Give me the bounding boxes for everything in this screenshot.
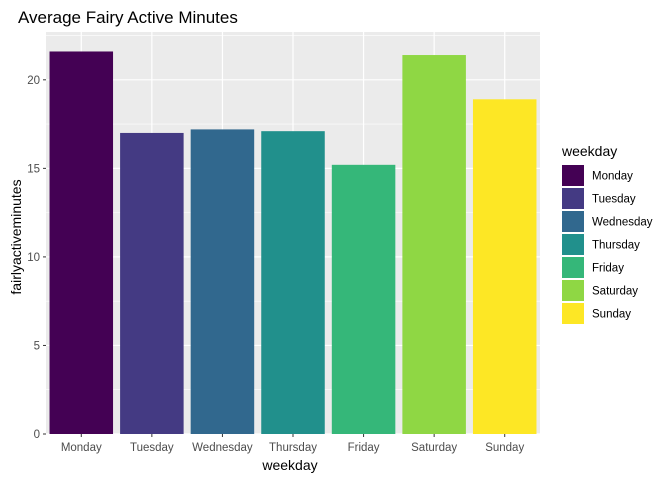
chart-title: Average Fairy Active Minutes [18,8,238,27]
legend-label: Thursday [592,240,640,252]
x-tick-label: Wednesday [192,442,253,454]
y-tick-label: 15 [27,163,40,175]
legend-key-saturday [562,280,584,301]
x-tick-label: Saturday [411,442,457,454]
y-axis-title: fairlyactiveminutes [8,179,24,294]
legend: weekday Monday Tuesday Wednesday Thursday Fr… [561,143,653,324]
bar-monday [49,51,114,435]
y-tick-label: 10 [27,252,40,264]
legend-key-wednesday [562,211,584,232]
y-tick-label: 0 [34,429,40,441]
bar-wednesday [190,129,255,434]
legend-label: Tuesday [592,194,636,206]
x-tick-label: Tuesday [130,442,174,454]
x-axis-title: weekday [261,457,317,473]
y-axis: 0 5 10 15 20 [27,75,46,441]
x-tick-label: Monday [61,442,102,454]
legend-key-monday [562,165,584,186]
legend-key-sunday [562,303,584,324]
x-tick-label: Thursday [269,442,317,454]
bar-friday [331,164,396,434]
bar-sunday [472,99,537,434]
bar-tuesday [120,132,184,434]
legend-label: Saturday [592,286,638,298]
bars [49,51,537,435]
legend-key-tuesday [562,188,584,209]
bar-saturday [402,55,466,434]
legend-label: Wednesday [592,217,653,229]
x-tick-label: Friday [348,442,380,454]
legend-key-thursday [562,234,584,255]
x-tick-label: Sunday [485,442,524,454]
legend-label: Monday [592,171,633,183]
legend-key-friday [562,257,584,278]
bar-thursday [261,131,325,434]
y-tick-label: 5 [34,340,40,352]
x-axis: Monday Tuesday Wednesday Thursday Friday Satu… [61,434,524,454]
legend-title: weekday [561,143,617,159]
legend-label: Sunday [592,309,631,321]
y-tick-label: 20 [27,75,40,87]
legend-label: Friday [592,263,624,275]
